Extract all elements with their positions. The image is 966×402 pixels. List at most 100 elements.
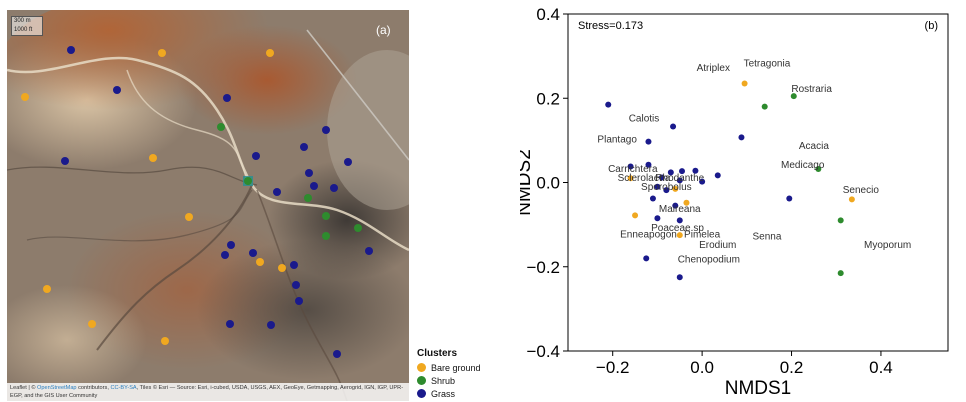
species-labels: Tetragonia Atriplex Rostraria Calotis Planta… (597, 59, 911, 266)
species-label: Rhodanthe (655, 173, 704, 184)
scatter-point (741, 80, 748, 87)
scale-label-metric: 300 m (14, 18, 31, 24)
species-label: Poaceae.sp (651, 223, 704, 234)
map-site-marker-grass[interactable] (223, 94, 231, 102)
scatter-point (679, 168, 685, 175)
map-site-marker-bare-ground[interactable] (21, 93, 29, 101)
map-site-marker-grass[interactable] (252, 152, 260, 160)
legend-label-bare-ground: Bare ground (431, 362, 481, 373)
legend-item-grass: Grass (417, 387, 481, 400)
legend-swatch-shrub (417, 376, 426, 385)
species-label: Atriplex (697, 63, 730, 74)
map-site-marker-bare-ground[interactable] (185, 213, 193, 221)
scatter-point (699, 178, 706, 185)
data-points (605, 80, 855, 281)
scatter-point (738, 134, 745, 141)
map-site-marker-bare-ground[interactable] (256, 258, 264, 266)
scatter-point (683, 199, 690, 206)
legend-swatch-grass (417, 389, 426, 398)
map-site-marker-grass[interactable] (365, 247, 373, 255)
scatter-point (667, 169, 674, 176)
map-attribution: Leaflet | © OpenStreetMap contributors, … (7, 383, 409, 401)
attribution-sources: , Tiles © Esri — Source: Esri, i-cubed, … (10, 385, 404, 399)
map-site-marker-grass[interactable] (333, 350, 341, 358)
scatter-point (714, 172, 721, 179)
map-site-marker-grass[interactable] (249, 249, 257, 257)
satellite-imagery (7, 10, 409, 401)
map-site-marker-shrub[interactable] (354, 224, 362, 232)
species-label: Myoporum (864, 240, 911, 251)
map-site-marker-bare-ground[interactable] (149, 154, 157, 162)
scatter-point (643, 255, 650, 262)
map-site-marker-grass[interactable] (226, 320, 234, 328)
panel-label-b: (b) (925, 20, 938, 32)
scatter-point (676, 232, 683, 239)
species-label: Pimelea (684, 229, 721, 240)
map-site-marker-grass[interactable] (227, 241, 235, 249)
attribution-prefix: Leaflet | © (10, 385, 38, 391)
species-label: Carrichtera (608, 164, 658, 175)
x-tick-label: 0.4 (869, 358, 893, 377)
map-site-marker-shrub[interactable] (322, 232, 330, 240)
scatter-point (627, 163, 634, 170)
map-site-marker-grass[interactable] (330, 184, 338, 192)
scatter-point (658, 174, 665, 181)
attribution-mid: contributors, (76, 385, 111, 391)
scatter-point (676, 274, 683, 281)
map-site-marker-grass[interactable] (305, 169, 313, 177)
scatter-point (848, 196, 855, 203)
map-site-marker-grass[interactable] (290, 261, 298, 269)
scatter-point (790, 93, 797, 100)
map-site-marker-shrub[interactable] (322, 212, 330, 220)
map-site-marker-bare-ground[interactable] (43, 285, 51, 293)
scatter-point (649, 195, 656, 202)
scatter-point (815, 166, 822, 173)
map-site-marker-bare-ground[interactable] (161, 337, 169, 345)
scatter-point (632, 212, 639, 219)
map-site-marker-bare-ground[interactable] (158, 49, 166, 57)
map-site-marker-grass[interactable] (295, 297, 303, 305)
scatter-point (672, 185, 679, 192)
species-label: Rostraria (791, 84, 832, 95)
y-tick-label: 0.4 (536, 5, 560, 24)
map-site-marker-grass[interactable] (67, 46, 75, 54)
map-site-marker-shrub[interactable] (217, 123, 225, 131)
nmds-plot: Stress=0.173 (b) −0.2 0.0 0.2 0.4 −0.4 −0.2 0.… (520, 5, 949, 399)
panel-label-a: (a) (376, 23, 391, 37)
legend-swatch-bare-ground (417, 363, 426, 372)
scatter-point (837, 217, 844, 224)
map-scale-bar: 300 m 1000 ft (11, 16, 43, 36)
legend-label-shrub: Shrub (431, 375, 456, 386)
map-site-marker-grass[interactable] (221, 251, 229, 259)
y-tick-label: 0.2 (536, 89, 560, 108)
map-site-marker-shrub[interactable] (244, 177, 252, 185)
map-site-marker-grass[interactable] (292, 281, 300, 289)
species-label: Senecio (843, 185, 880, 196)
scatter-point (645, 138, 652, 145)
map-site-marker-grass[interactable] (322, 126, 330, 134)
map-site-marker-bare-ground[interactable] (88, 320, 96, 328)
species-label: Plantago (597, 134, 637, 145)
satellite-map[interactable]: 300 m 1000 ft (a) Leaflet | © OpenStreet… (7, 10, 409, 401)
map-site-marker-grass[interactable] (344, 158, 352, 166)
scatter-point (676, 177, 683, 184)
scatter-point (627, 175, 634, 182)
map-site-marker-grass[interactable] (113, 86, 121, 94)
map-site-marker-grass[interactable] (273, 188, 281, 196)
scatter-point (692, 167, 699, 174)
osm-link[interactable]: OpenStreetMap (37, 385, 77, 391)
map-site-marker-grass[interactable] (61, 157, 69, 165)
species-label: Tetragonia (744, 59, 791, 70)
map-site-marker-grass[interactable] (267, 321, 275, 329)
species-label: Enneapogon (620, 229, 677, 240)
map-site-marker-shrub[interactable] (304, 194, 312, 202)
map-site-marker-bare-ground[interactable] (278, 264, 286, 272)
scatter-point (654, 215, 661, 222)
x-tick-label: 0.2 (780, 358, 804, 377)
license-link[interactable]: CC-BY-SA (110, 385, 137, 391)
species-label: Sclerolaena (618, 173, 671, 184)
map-site-marker-grass[interactable] (300, 143, 308, 151)
map-site-marker-grass[interactable] (310, 182, 318, 190)
scatter-point (654, 183, 661, 190)
map-site-marker-bare-ground[interactable] (266, 49, 274, 57)
